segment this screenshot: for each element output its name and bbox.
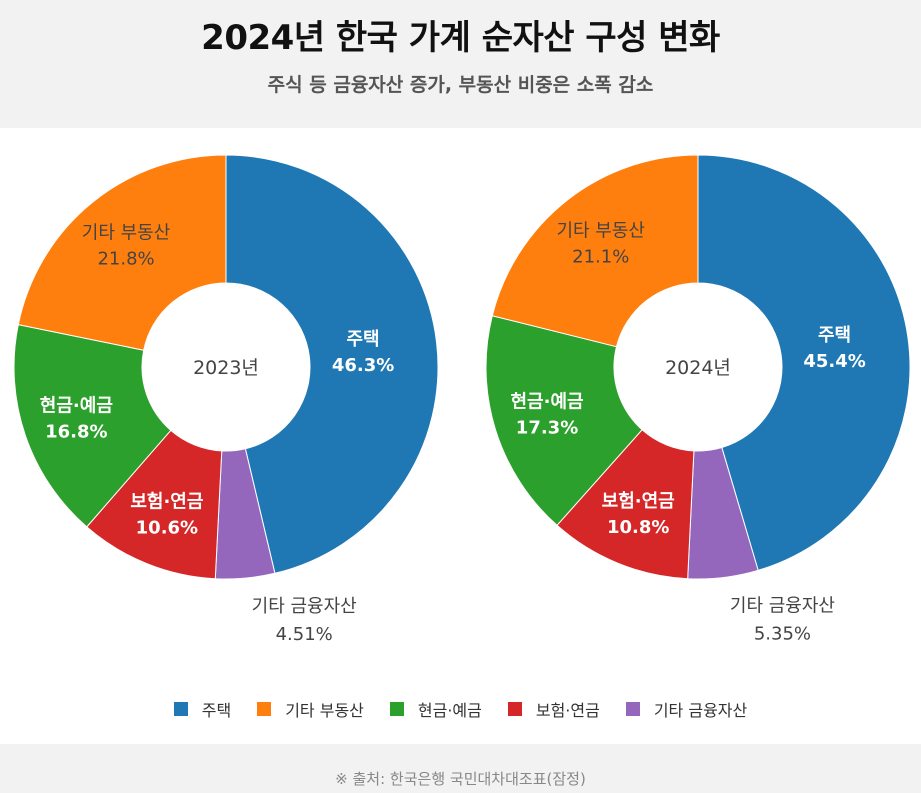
donut-chart-2: 주택 45.4% 기타 금융자산 5.35% 보험·연금 10.8% 현금·예금 17.3% 기… bbox=[485, 154, 911, 644]
slice-category-label: 주택 bbox=[818, 325, 851, 346]
legend-swatch bbox=[173, 702, 188, 716]
donut-slice[interactable] bbox=[225, 154, 439, 574]
donut-slice[interactable] bbox=[17, 154, 227, 351]
slice-value-label: 17.3% bbox=[516, 418, 578, 439]
donut-slice[interactable] bbox=[485, 315, 643, 527]
legend-item-other-real-estate[interactable]: 기타 부동산 bbox=[257, 697, 364, 721]
slice-category-label: 보험·연금 bbox=[602, 490, 675, 512]
chart-subtitle: 주식 등 금융자산 증가, 부동산 비중은 소폭 감소 bbox=[267, 74, 654, 96]
legend-label: 보험·연금 bbox=[535, 701, 600, 720]
slice-value-label: 46.3% bbox=[332, 355, 394, 376]
donut-slice[interactable] bbox=[491, 154, 699, 348]
legend-item-housing[interactable]: 주택 bbox=[173, 697, 232, 721]
slice-value-label: 45.4% bbox=[803, 351, 865, 372]
footer bbox=[0, 744, 921, 793]
slice-value-label: 16.8% bbox=[45, 422, 107, 443]
legend-swatch bbox=[507, 702, 522, 716]
legend-item-cash-deposits[interactable]: 현금·예금 bbox=[389, 697, 482, 721]
chart-title: 2024년 한국 가계 순자산 구성 변화 bbox=[201, 18, 720, 58]
slice-category-label: 기타 금융자산 bbox=[252, 596, 357, 617]
slice-value-label: 4.51% bbox=[276, 624, 333, 645]
donut-chart-1: 주택 46.3% 기타 금융자산 4.51% 보험·연금 10.6% 현금·예금 16.8% 기… bbox=[13, 154, 439, 645]
slice-category-label: 기타 금융자산 bbox=[730, 595, 835, 616]
slice-category-label: 기타 부동산 bbox=[82, 223, 171, 244]
donut-slice[interactable] bbox=[697, 154, 911, 571]
slice-value-label: 21.8% bbox=[97, 249, 154, 270]
donut-slice[interactable] bbox=[13, 324, 172, 528]
legend-swatch bbox=[625, 702, 640, 716]
source-note: ※ 출처: 한국은행 국민대차대조표(잠정) bbox=[335, 770, 586, 788]
legend-label: 기타 금융자산 bbox=[653, 701, 748, 720]
legend-label: 기타 부동산 bbox=[285, 701, 364, 720]
donut-center-label: 2023년 bbox=[193, 357, 259, 379]
legend-item-insurance-pension[interactable]: 보험·연금 bbox=[507, 697, 600, 721]
slice-category-label: 보험·연금 bbox=[130, 491, 203, 513]
donut-charts: 주택 46.3% 기타 금융자산 4.51% 보험·연금 10.6% 현금·예금 16.8% 기… bbox=[13, 154, 911, 645]
slice-value-label: 21.1% bbox=[572, 246, 629, 267]
charts-area: 주택 46.3% 기타 금융자산 4.51% 보험·연금 10.6% 현금·예금 16.8% 기… bbox=[0, 128, 921, 688]
legend-label: 주택 bbox=[201, 701, 232, 720]
legend-item-other-financial[interactable]: 기타 금융자산 bbox=[625, 697, 748, 721]
slice-category-label: 주택 bbox=[347, 329, 380, 350]
donut-center-label: 2024년 bbox=[665, 357, 731, 379]
slice-value-label: 5.35% bbox=[754, 623, 811, 644]
legend: 주택 기타 부동산 현금·예금 보험·연금 기타 금융자산 bbox=[0, 694, 921, 724]
legend-label: 현금·예금 bbox=[417, 701, 482, 720]
slice-value-label: 10.8% bbox=[607, 517, 669, 538]
legend-swatch bbox=[389, 702, 404, 716]
slice-category-label: 기타 부동산 bbox=[556, 220, 645, 241]
slice-category-label: 현금·예금 bbox=[40, 396, 113, 417]
header: 2024년 한국 가계 순자산 구성 변화 주식 등 금융자산 증가, 부동산 … bbox=[0, 0, 921, 128]
slice-category-label: 현금·예금 bbox=[510, 392, 583, 413]
slice-value-label: 10.6% bbox=[136, 518, 198, 539]
legend-swatch bbox=[257, 702, 272, 716]
